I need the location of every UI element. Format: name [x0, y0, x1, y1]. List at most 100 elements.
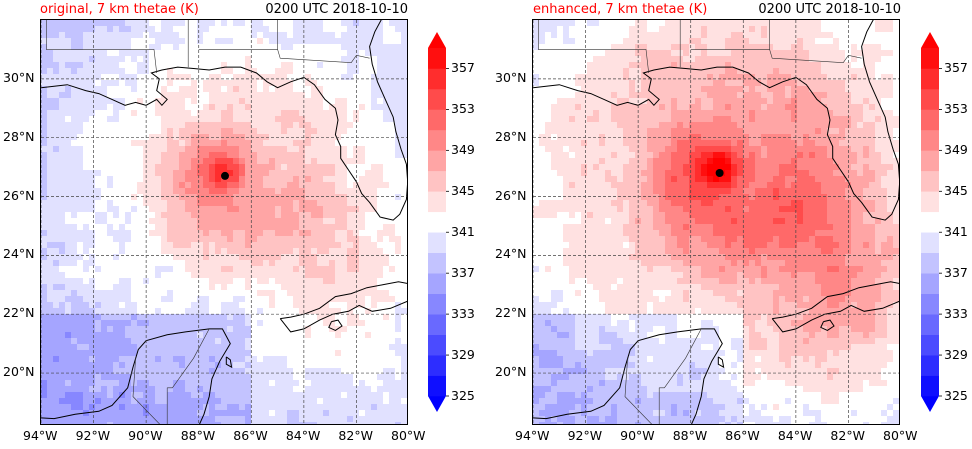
field-cell	[263, 44, 270, 51]
field-cell	[623, 38, 630, 45]
field-cell	[179, 284, 186, 291]
field-cell	[209, 86, 216, 93]
field-cell	[107, 332, 114, 339]
field-cell	[203, 20, 210, 27]
field-cell	[365, 380, 372, 387]
field-cell	[83, 38, 90, 45]
field-cell	[185, 170, 192, 177]
field-cell	[173, 62, 180, 69]
field-cell	[65, 98, 72, 105]
field-cell	[371, 344, 378, 351]
field-cell	[263, 302, 270, 309]
field-cell	[131, 104, 138, 111]
field-cell	[251, 410, 258, 417]
field-cell	[185, 80, 192, 87]
field-cell	[137, 182, 144, 189]
field-cell	[179, 362, 186, 369]
field-cell	[557, 80, 564, 87]
field-cell	[341, 176, 348, 183]
field-cell	[59, 62, 66, 69]
field-cell	[563, 32, 570, 39]
field-cell	[305, 104, 312, 111]
field-cell	[185, 272, 192, 279]
field-cell	[293, 368, 300, 375]
field-cell	[71, 218, 78, 225]
field-cell	[275, 320, 282, 327]
field-cell	[653, 44, 660, 51]
field-cell	[803, 56, 810, 63]
field-cell	[77, 44, 84, 51]
field-cell	[371, 194, 378, 201]
field-cell	[167, 374, 174, 381]
field-cell	[287, 242, 294, 249]
field-cell	[107, 296, 114, 303]
field-cell	[341, 404, 348, 411]
field-cell	[221, 80, 228, 87]
field-cell	[101, 350, 108, 357]
field-cell	[53, 374, 60, 381]
field-cell	[131, 134, 138, 141]
field-cell	[389, 86, 396, 93]
field-cell	[149, 326, 156, 333]
field-cell	[665, 38, 672, 45]
field-cell	[137, 374, 144, 381]
field-cell	[59, 266, 66, 273]
field-cell	[179, 194, 186, 201]
field-cell	[251, 272, 258, 279]
field-cell	[377, 380, 384, 387]
field-cell	[395, 368, 402, 375]
field-cell	[143, 140, 150, 147]
field-cell	[377, 104, 384, 111]
field-cell	[293, 104, 300, 111]
field-cell	[401, 230, 407, 237]
field-cell	[65, 374, 72, 381]
field-cell	[107, 422, 114, 424]
field-cell	[263, 170, 270, 177]
field-cell	[89, 266, 96, 273]
field-cell	[113, 188, 120, 195]
field-cell	[875, 56, 882, 63]
field-cell	[659, 62, 666, 69]
field-cell	[293, 344, 300, 351]
field-cell	[311, 206, 318, 213]
field-cell	[227, 296, 234, 303]
field-cell	[299, 224, 306, 231]
field-cell	[41, 242, 48, 249]
field-cell	[599, 38, 606, 45]
field-cell	[197, 224, 204, 231]
x-tick-label: 84°W	[285, 428, 321, 443]
field-cell	[251, 128, 258, 135]
field-cell	[239, 80, 246, 87]
field-cell	[125, 332, 132, 339]
field-cell	[173, 170, 180, 177]
field-cell	[281, 386, 288, 393]
field-cell	[407, 134, 408, 141]
field-cell	[119, 398, 126, 405]
field-cell	[773, 32, 780, 39]
field-cell	[659, 74, 666, 81]
field-cell	[815, 32, 822, 39]
field-cell	[161, 344, 168, 351]
field-cell	[275, 242, 282, 249]
field-cell	[221, 272, 228, 279]
field-cell	[197, 272, 204, 279]
field-cell	[59, 308, 66, 315]
field-cell	[653, 32, 660, 39]
field-cell	[47, 62, 54, 69]
field-cell	[299, 92, 306, 99]
field-cell	[311, 182, 318, 189]
field-cell	[107, 278, 114, 285]
field-cell	[701, 20, 708, 27]
field-cell	[371, 98, 378, 105]
field-cell	[221, 242, 228, 249]
field-cell	[227, 374, 234, 381]
field-cell	[785, 62, 792, 69]
field-cell	[377, 218, 384, 225]
field-cell	[881, 68, 888, 75]
field-cell	[263, 38, 270, 45]
field-cell	[323, 260, 330, 267]
field-cell	[551, 86, 558, 93]
field-cell	[731, 44, 738, 51]
field-cell	[131, 236, 138, 243]
field-cell	[239, 38, 246, 45]
